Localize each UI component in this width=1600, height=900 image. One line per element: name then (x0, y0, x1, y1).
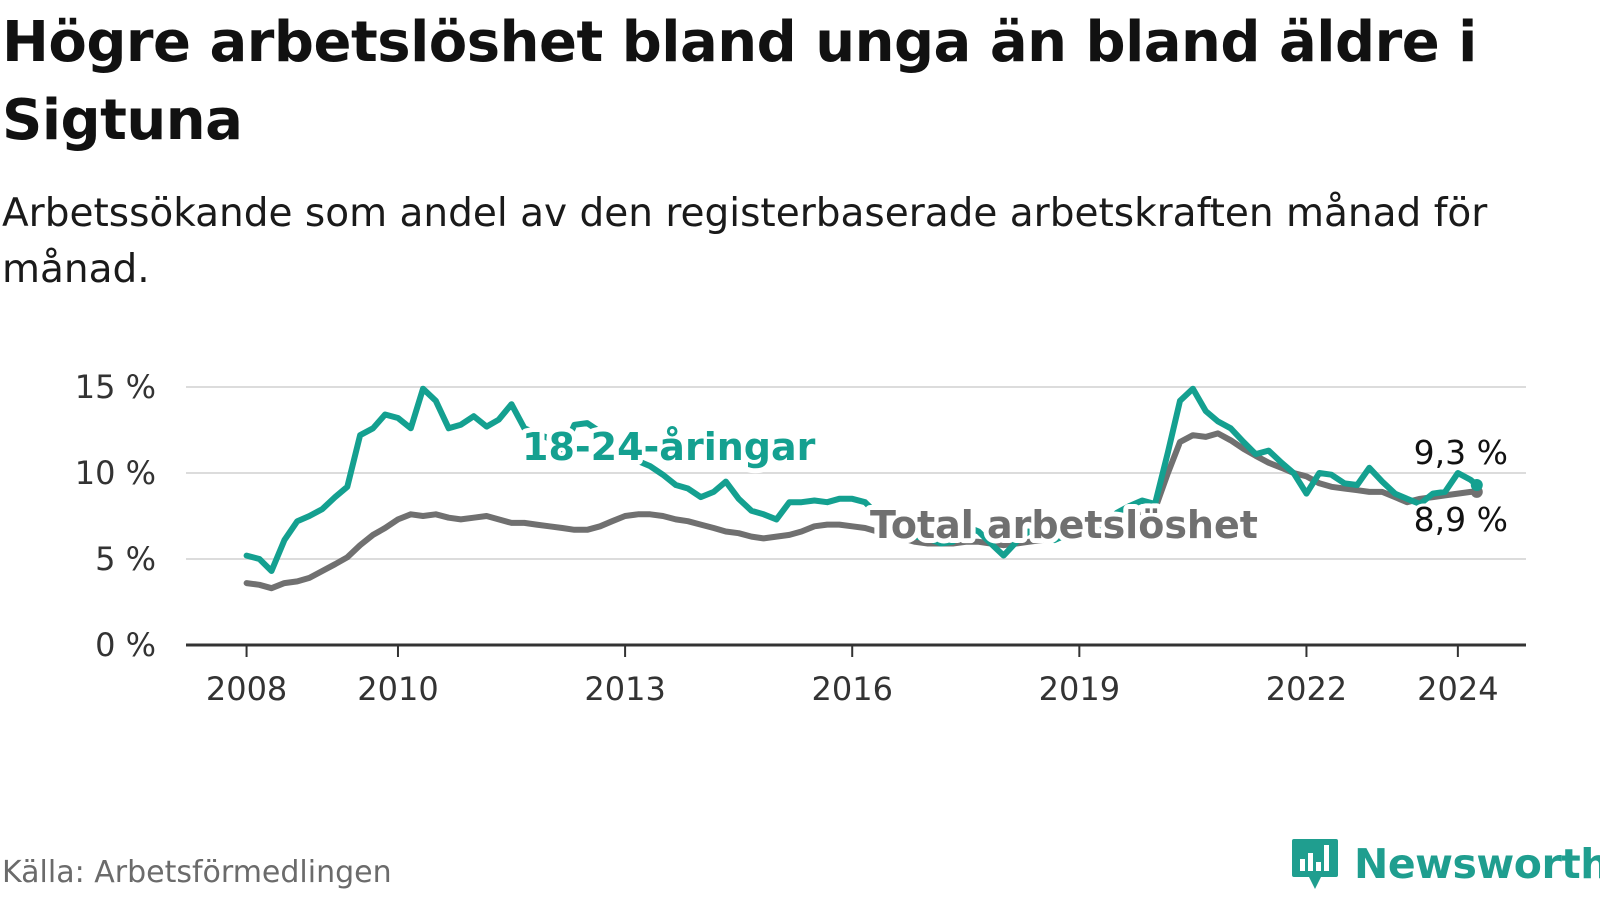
brand-logo: Newsworthy (1290, 834, 1600, 894)
series-label-youth: 18-24-åringar (522, 425, 816, 469)
y-axis-ticks: 0 % 5 % 10 % 15 % (75, 368, 156, 664)
source-note: Källa: Arbetsförmedlingen (2, 855, 392, 890)
x-tick-label: 2024 (1417, 670, 1498, 708)
series-lines (243, 385, 1483, 592)
y-tick-label: 0 % (95, 626, 156, 664)
series-labels: 18-24-åringar Total arbetslöshet 9,3 % 8… (517, 420, 1511, 552)
newsworthy-logo-icon (1292, 839, 1338, 889)
series-label-total: Total arbetslöshet (870, 503, 1258, 547)
series-line-total (243, 430, 1480, 592)
y-tick-label: 15 % (75, 368, 156, 406)
x-tick-label: 2010 (357, 670, 438, 708)
series-endpoint-youth (1470, 479, 1483, 492)
end-label-total: 8,9 % (1414, 500, 1508, 539)
chart-title: Högre arbetslöshet bland unga än bland ä… (2, 10, 1477, 153)
x-tick-label: 2013 (584, 670, 665, 708)
y-tick-label: 5 % (95, 540, 156, 578)
x-tick-label: 2008 (206, 670, 287, 708)
x-tick-label: 2016 (811, 670, 892, 708)
end-label-youth: 9,3 % (1414, 433, 1508, 472)
x-axis: 2008 2010 2013 2016 2019 2022 2024 (186, 643, 1526, 708)
series-line-youth (243, 385, 1480, 574)
y-tick-label: 10 % (75, 454, 156, 492)
chart-subtitle: Arbetssökande som andel av den registerb… (2, 191, 1488, 292)
brand-name: Newsworthy (1354, 840, 1600, 888)
x-tick-label: 2022 (1266, 670, 1347, 708)
x-tick-label: 2019 (1039, 670, 1120, 708)
